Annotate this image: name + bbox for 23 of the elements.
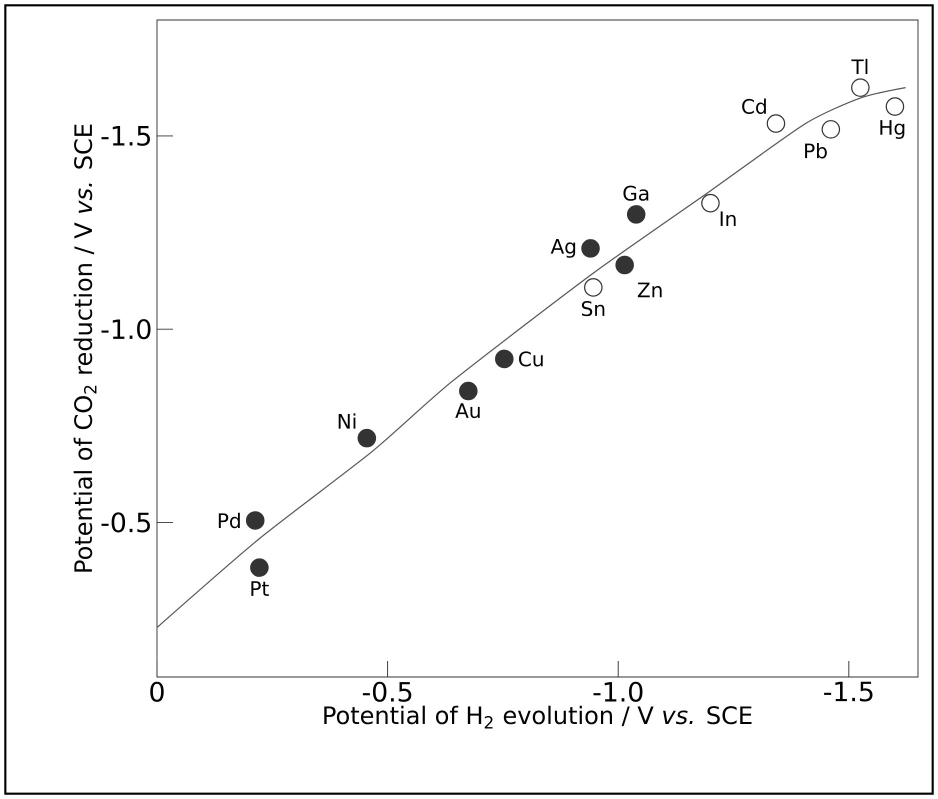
annotation: Zn [638,282,662,298]
y-axis-title: Potential of CO$_{2}$ reduction / V vs. SCE [74,124,96,572]
y-tick-label: -1.0 [102,319,151,340]
annotation: In [720,211,736,226]
x-tick-label: -1.5 [824,682,873,702]
x-axis-title: Potential of H$_{2}$ evolution / V vs. SCE [324,706,752,728]
annotation: Cu [519,351,543,367]
annotation: Au [455,403,480,418]
x-tick-label: -1.0 [593,682,642,702]
annotation: Pb [805,142,827,158]
annotation: Cd [742,98,766,114]
y-tick-label: -0.5 [102,512,150,532]
annotation: Pd [218,512,240,528]
annotation: Hg [880,120,904,139]
y-tick-label: -1.5 [102,126,150,146]
annotation: Ga [623,186,648,201]
annotation: Ni [338,413,356,429]
annotation: Ag [550,239,576,258]
x-tick-label: 0 [150,682,164,702]
annotation: Pt [251,581,269,596]
annotation: Tl [851,58,868,74]
annotation: Sn [582,301,604,316]
x-tick-label: -0.5 [362,682,412,702]
